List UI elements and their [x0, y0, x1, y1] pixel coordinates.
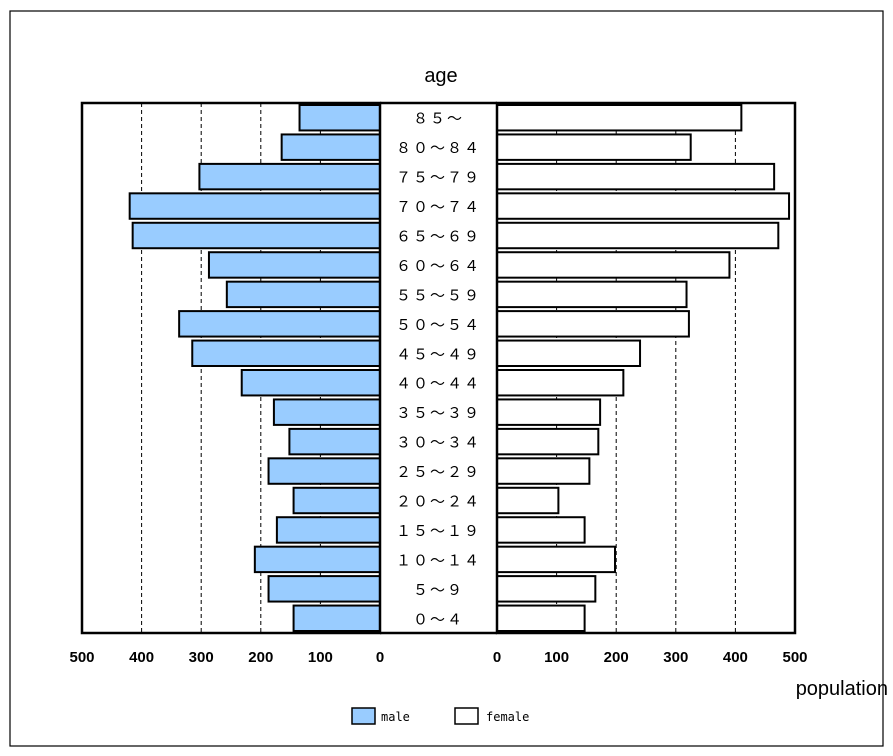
grid-lines	[141, 103, 736, 633]
bar-female	[496, 545, 617, 574]
x-tick-label-female: 400	[723, 649, 748, 666]
x-tick-label-female: 100	[544, 649, 569, 666]
bar-female	[496, 221, 780, 250]
bar-male	[272, 398, 381, 426]
bar-female	[496, 457, 591, 485]
legend-swatch-female	[454, 707, 479, 725]
age-label: ３５～３９	[396, 404, 481, 422]
bar-male	[298, 104, 382, 132]
age-label: ７０～７４	[396, 198, 481, 216]
age-label: ６０～６４	[396, 257, 481, 275]
tick-labels: 500 400 300 200 100 0 0 100 200 300 400 500	[69, 649, 807, 666]
bars	[128, 104, 791, 632]
bar-male	[267, 575, 382, 603]
x-tick-label-male: 400	[129, 649, 154, 666]
age-label: ３０～３４	[396, 434, 481, 452]
x-tick-label-male: 0	[376, 649, 384, 666]
bar-male	[131, 221, 381, 250]
age-label: ４０～４４	[396, 375, 481, 393]
bar-female	[496, 427, 600, 456]
x-tick-label-female: 200	[604, 649, 629, 666]
x-tick-label-male: 200	[248, 649, 273, 666]
age-label: ２０～２４	[396, 493, 481, 511]
legend: male female	[351, 707, 529, 725]
age-label: ５５～５９	[396, 286, 481, 304]
bar-male	[253, 545, 381, 574]
bar-male	[191, 339, 381, 367]
bar-female	[496, 104, 743, 132]
legend-label-female: female	[486, 710, 529, 724]
x-tick-label-male: 500	[69, 649, 94, 666]
plot-frame-male	[80, 101, 382, 635]
bar-female	[496, 339, 642, 367]
age-label: ５０～５４	[396, 316, 481, 334]
x-tick-label-female: 300	[663, 649, 688, 666]
bar-female	[496, 516, 586, 544]
age-label: ２５～２９	[396, 463, 481, 481]
age-label: ５～９	[413, 581, 464, 599]
age-label: １０～１４	[396, 551, 481, 569]
bar-female	[496, 192, 791, 220]
bar-male	[292, 486, 381, 515]
age-label: ４５～４９	[396, 345, 481, 363]
x-axis-title: population	[796, 678, 888, 700]
plot-frames	[80, 101, 797, 635]
bar-male	[225, 280, 381, 309]
age-label: ８０～８４	[396, 139, 481, 157]
x-tick-label-male: 100	[308, 649, 333, 666]
bar-male	[288, 427, 381, 456]
plot-frame-female	[495, 101, 797, 635]
bar-female	[496, 575, 597, 603]
bar-male	[240, 369, 381, 397]
bar-male	[128, 192, 381, 220]
age-labels: ８５～ ８０～８４ ７５～７９ ７０～７４ ６５～６９ ６０～６４ ５５～５９ ５０～５４ ４５…	[396, 110, 481, 629]
age-label: ０～４	[413, 610, 464, 628]
legend-swatch-male	[351, 707, 376, 725]
x-tick-label-female: 0	[493, 649, 501, 666]
x-tick-label-female: 500	[782, 649, 807, 666]
bar-female	[496, 133, 692, 161]
bar-female	[496, 604, 586, 632]
age-label: ８５～	[413, 110, 464, 128]
x-tick-label-male: 300	[189, 649, 214, 666]
chart-title: age	[424, 65, 457, 87]
bar-female	[496, 280, 688, 309]
bar-female	[496, 369, 625, 397]
bar-male	[178, 310, 381, 338]
age-label: ７５～７９	[396, 169, 481, 187]
bar-female	[496, 486, 560, 515]
bar-female	[496, 398, 602, 426]
chart-frame	[9, 10, 884, 747]
bar-male	[275, 516, 381, 544]
bar-female	[496, 251, 731, 279]
legend-label-male: male	[381, 710, 410, 724]
bar-male	[198, 162, 381, 191]
age-label: ６５～６９	[396, 228, 481, 246]
bar-male	[267, 457, 382, 485]
bar-female	[496, 162, 776, 191]
bar-male	[207, 251, 381, 279]
bar-male	[292, 604, 381, 632]
bar-male	[280, 133, 381, 161]
bar-female	[496, 310, 690, 338]
age-label: １５～１９	[396, 522, 481, 540]
